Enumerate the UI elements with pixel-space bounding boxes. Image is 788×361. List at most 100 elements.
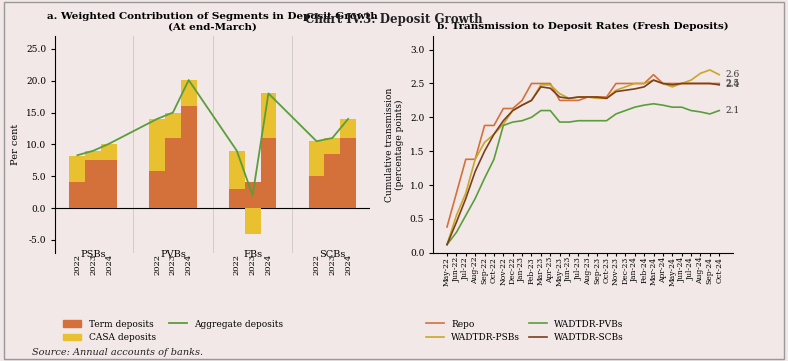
WADTDR-PVBs	[489, 157, 499, 161]
WADTDR-PSBs	[621, 85, 630, 89]
WADTDR-PSBs	[461, 191, 470, 195]
WADTDR-PSBs	[667, 85, 677, 89]
WADTDR-SCBs	[705, 81, 715, 86]
WADTDR-PVBs	[526, 115, 536, 119]
WADTDR-PSBs	[555, 91, 564, 96]
WADTDR-SCBs	[602, 96, 611, 101]
Repo	[555, 98, 564, 103]
WADTDR-PVBs	[602, 118, 611, 123]
WADTDR-SCBs	[574, 95, 583, 99]
WADTDR-PSBs	[630, 81, 640, 86]
Bar	[325, 154, 340, 208]
WADTDR-PSBs	[489, 132, 499, 136]
Repo	[480, 123, 489, 128]
Repo	[508, 106, 518, 111]
Bar	[261, 93, 277, 138]
Text: 2.5: 2.5	[726, 79, 740, 88]
Repo	[630, 81, 640, 86]
WADTDR-PVBs	[508, 120, 518, 124]
Repo	[583, 95, 593, 99]
WADTDR-PVBs	[639, 103, 649, 107]
Repo	[536, 81, 545, 86]
WADTDR-PSBs	[499, 122, 508, 126]
Bar	[340, 138, 356, 208]
Bar	[69, 156, 85, 182]
Bar	[180, 80, 196, 105]
WADTDR-PSBs	[649, 78, 658, 82]
WADTDR-PSBs	[611, 88, 621, 92]
Bar	[165, 138, 180, 208]
Repo	[639, 81, 649, 86]
Legend: Repo, WADTDR-PSBs, WADTDR-PVBs, WADTDR-SCBs: Repo, WADTDR-PSBs, WADTDR-PVBs, WADTDR-S…	[422, 316, 628, 345]
WADTDR-PSBs	[583, 95, 593, 99]
Text: Chart IV.3: Deposit Growth: Chart IV.3: Deposit Growth	[305, 13, 483, 26]
Bar	[165, 113, 180, 138]
Text: SCBs: SCBs	[319, 249, 345, 258]
Bar	[229, 151, 245, 189]
WADTDR-SCBs	[715, 83, 724, 87]
WADTDR-SCBs	[630, 87, 640, 91]
Repo	[452, 191, 461, 195]
Repo	[593, 95, 602, 99]
WADTDR-PSBs	[480, 140, 489, 144]
Bar	[245, 208, 261, 234]
Title: a. Weighted Contribution of Segments in Deposit Growth
(At end-March): a. Weighted Contribution of Segments in …	[47, 12, 378, 31]
WADTDR-PSBs	[518, 103, 527, 107]
WADTDR-SCBs	[696, 81, 705, 86]
WADTDR-PVBs	[705, 112, 715, 116]
WADTDR-PVBs	[696, 110, 705, 114]
WADTDR-PVBs	[715, 108, 724, 113]
WADTDR-PVBs	[480, 176, 489, 180]
Repo	[667, 81, 677, 86]
WADTDR-SCBs	[480, 149, 489, 153]
Line: WADTDR-PVBs: WADTDR-PVBs	[447, 104, 719, 245]
Repo	[518, 98, 527, 103]
Repo	[526, 81, 536, 86]
Text: FBs: FBs	[243, 249, 262, 258]
Bar	[149, 171, 165, 208]
Bar	[180, 105, 196, 208]
Repo	[602, 95, 611, 99]
Text: 2.4: 2.4	[726, 81, 740, 89]
Repo	[621, 81, 630, 86]
Repo	[489, 123, 499, 128]
WADTDR-PVBs	[461, 213, 470, 218]
WADTDR-PSBs	[536, 83, 545, 87]
Repo	[649, 73, 658, 77]
WADTDR-SCBs	[461, 196, 470, 201]
WADTDR-PSBs	[639, 81, 649, 86]
Repo	[574, 98, 583, 103]
WADTDR-PSBs	[686, 78, 696, 82]
Bar	[325, 138, 340, 154]
WADTDR-PSBs	[696, 71, 705, 75]
Repo	[499, 106, 508, 111]
WADTDR-PVBs	[442, 243, 452, 247]
WADTDR-PVBs	[677, 105, 686, 109]
Title: b. Transmission to Deposit Rates (Fresh Deposits): b. Transmission to Deposit Rates (Fresh …	[437, 22, 729, 31]
Repo	[564, 98, 574, 103]
Text: Source: Annual accounts of banks.: Source: Annual accounts of banks.	[32, 348, 203, 357]
WADTDR-SCBs	[555, 95, 564, 99]
WADTDR-PSBs	[564, 96, 574, 101]
WADTDR-PSBs	[508, 108, 518, 113]
WADTDR-SCBs	[686, 81, 696, 86]
Bar	[340, 119, 356, 138]
WADTDR-PSBs	[658, 81, 667, 86]
Text: 2.6: 2.6	[726, 70, 740, 79]
WADTDR-PVBs	[545, 108, 555, 113]
WADTDR-SCBs	[677, 81, 686, 86]
Text: 2.1: 2.1	[726, 106, 740, 115]
WADTDR-SCBs	[621, 88, 630, 92]
WADTDR-PSBs	[545, 83, 555, 87]
WADTDR-SCBs	[667, 83, 677, 87]
WADTDR-SCBs	[639, 85, 649, 89]
Repo	[461, 157, 470, 161]
WADTDR-SCBs	[545, 86, 555, 90]
WADTDR-PVBs	[649, 102, 658, 106]
WADTDR-SCBs	[518, 103, 527, 107]
WADTDR-PVBs	[583, 118, 593, 123]
Bar	[69, 182, 85, 208]
WADTDR-SCBs	[470, 169, 480, 174]
Repo	[677, 81, 686, 86]
Repo	[611, 81, 621, 86]
